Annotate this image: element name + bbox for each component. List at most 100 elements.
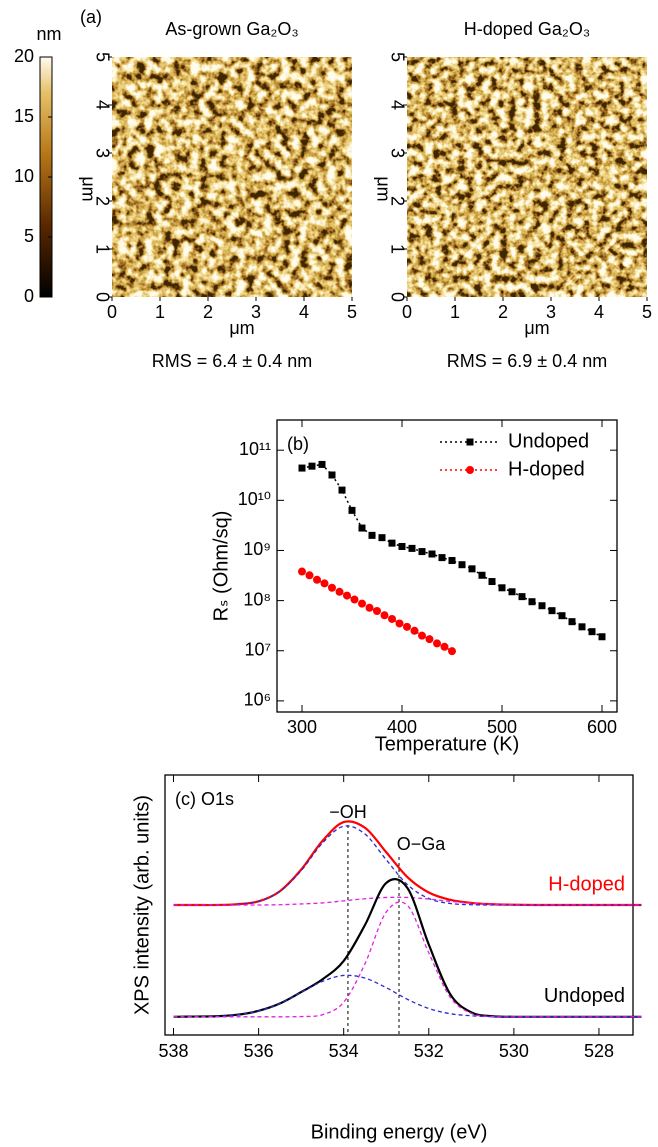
y-axis-label: μm <box>78 176 98 201</box>
x-tick-label: 1 <box>450 302 460 322</box>
data-point <box>328 583 336 592</box>
panel-label: (b) <box>287 434 309 454</box>
x-tick-label: 400 <box>387 717 417 737</box>
data-point <box>348 506 356 514</box>
data-point <box>578 623 586 631</box>
x-tick-label: 3 <box>546 302 556 322</box>
x-axis-label: μm <box>524 318 549 338</box>
x-tick-label: 5 <box>347 302 357 322</box>
plot-frame <box>276 419 618 713</box>
curve-label: H-doped <box>548 873 625 895</box>
y-axis-label: μm <box>373 176 393 201</box>
data-point <box>418 631 426 640</box>
y-tick-label: 0 <box>92 292 112 302</box>
data-point <box>598 633 606 641</box>
y-tick-label: 2 <box>387 196 407 206</box>
data-point <box>298 567 306 576</box>
data-point <box>338 486 346 494</box>
data-point <box>410 626 419 635</box>
data-point <box>398 542 406 550</box>
data-point <box>558 612 566 620</box>
x-tick-label: 3 <box>251 302 261 322</box>
data-point <box>448 557 456 565</box>
data-point <box>498 584 506 592</box>
data-point <box>395 619 404 628</box>
fit-curve <box>173 825 642 906</box>
peak-label: O−Ga <box>397 834 447 854</box>
afm-image <box>112 57 352 297</box>
data-point <box>458 561 466 569</box>
x-tick-label: 600 <box>587 717 617 737</box>
x-tick-label: 534 <box>329 1041 359 1061</box>
data-point <box>313 575 321 584</box>
data-point <box>328 471 336 479</box>
data-point <box>428 550 436 558</box>
data-point <box>378 534 386 542</box>
legend-label: H-doped <box>508 458 585 480</box>
data-point <box>388 614 396 623</box>
data-point <box>488 578 496 586</box>
data-point <box>343 591 351 600</box>
curve-label: Undoped <box>544 985 625 1007</box>
data-point <box>403 622 411 631</box>
x-tick-label: 500 <box>487 717 517 737</box>
data-point <box>408 544 416 552</box>
colorbar-tick-label: 0 <box>24 286 34 306</box>
legend-label: Undoped <box>508 430 589 452</box>
data-point <box>320 579 329 588</box>
data-point <box>418 548 426 556</box>
y-tick-label: 10¹⁰ <box>238 489 271 509</box>
fit-curve <box>173 896 642 906</box>
data-point <box>588 628 596 636</box>
y-tick-label: 10⁹ <box>243 539 271 559</box>
data-point <box>373 607 381 616</box>
y-tick-label: 10⁷ <box>244 639 271 659</box>
data-point <box>528 598 536 606</box>
x-tick-label: 528 <box>584 1041 614 1061</box>
fit-curve <box>173 974 642 1018</box>
data-point <box>358 524 366 532</box>
y-tick-label: 10⁶ <box>244 690 271 710</box>
fit-curve <box>173 901 642 1018</box>
x-tick-label: 300 <box>287 717 317 737</box>
colorbar-tick-label: 20 <box>14 46 34 66</box>
colorbar-tick-label: 10 <box>14 166 34 186</box>
rms-annotation: RMS = 6.9 ± 0.4 nm <box>447 351 607 371</box>
x-tick-label: 2 <box>203 302 213 322</box>
x-axis-label: μm <box>229 318 254 338</box>
x-tick-label: 0 <box>402 302 412 322</box>
data-point <box>350 595 359 604</box>
y-tick-label: 1 <box>92 244 112 254</box>
afm-image <box>407 57 647 297</box>
y-tick-label: 4 <box>92 100 112 110</box>
y-tick-label: 3 <box>92 148 112 158</box>
data-point <box>308 462 316 470</box>
data-point <box>518 593 526 601</box>
data-point <box>468 565 476 573</box>
y-tick-label: 3 <box>387 148 407 158</box>
data-point <box>318 460 326 468</box>
image-title: H-doped Ga₂O₃ <box>464 19 590 39</box>
y-axis-label: Rₛ (Ohm/sq) <box>210 511 232 622</box>
data-point <box>548 607 556 615</box>
data-point <box>508 588 516 596</box>
data-point <box>478 571 486 579</box>
data-point <box>538 602 546 610</box>
x-tick-label: 530 <box>499 1041 529 1061</box>
data-point <box>448 647 456 656</box>
y-tick-label: 1 <box>387 244 407 254</box>
x-axis-label: Binding energy (eV) <box>311 1121 488 1143</box>
data-point <box>380 611 389 620</box>
y-tick-label: 0 <box>387 292 407 302</box>
x-tick-label: 538 <box>158 1041 188 1061</box>
panel-label: (c) O1s <box>175 789 234 809</box>
data-point <box>388 539 396 547</box>
legend-marker <box>466 466 474 474</box>
data-point <box>365 603 374 612</box>
data-point <box>335 587 344 596</box>
x-tick-label: 5 <box>642 302 652 322</box>
legend-marker <box>466 438 474 446</box>
image-title: As-grown Ga₂O₃ <box>165 19 298 39</box>
rms-annotation: RMS = 6.4 ± 0.4 nm <box>152 351 312 371</box>
